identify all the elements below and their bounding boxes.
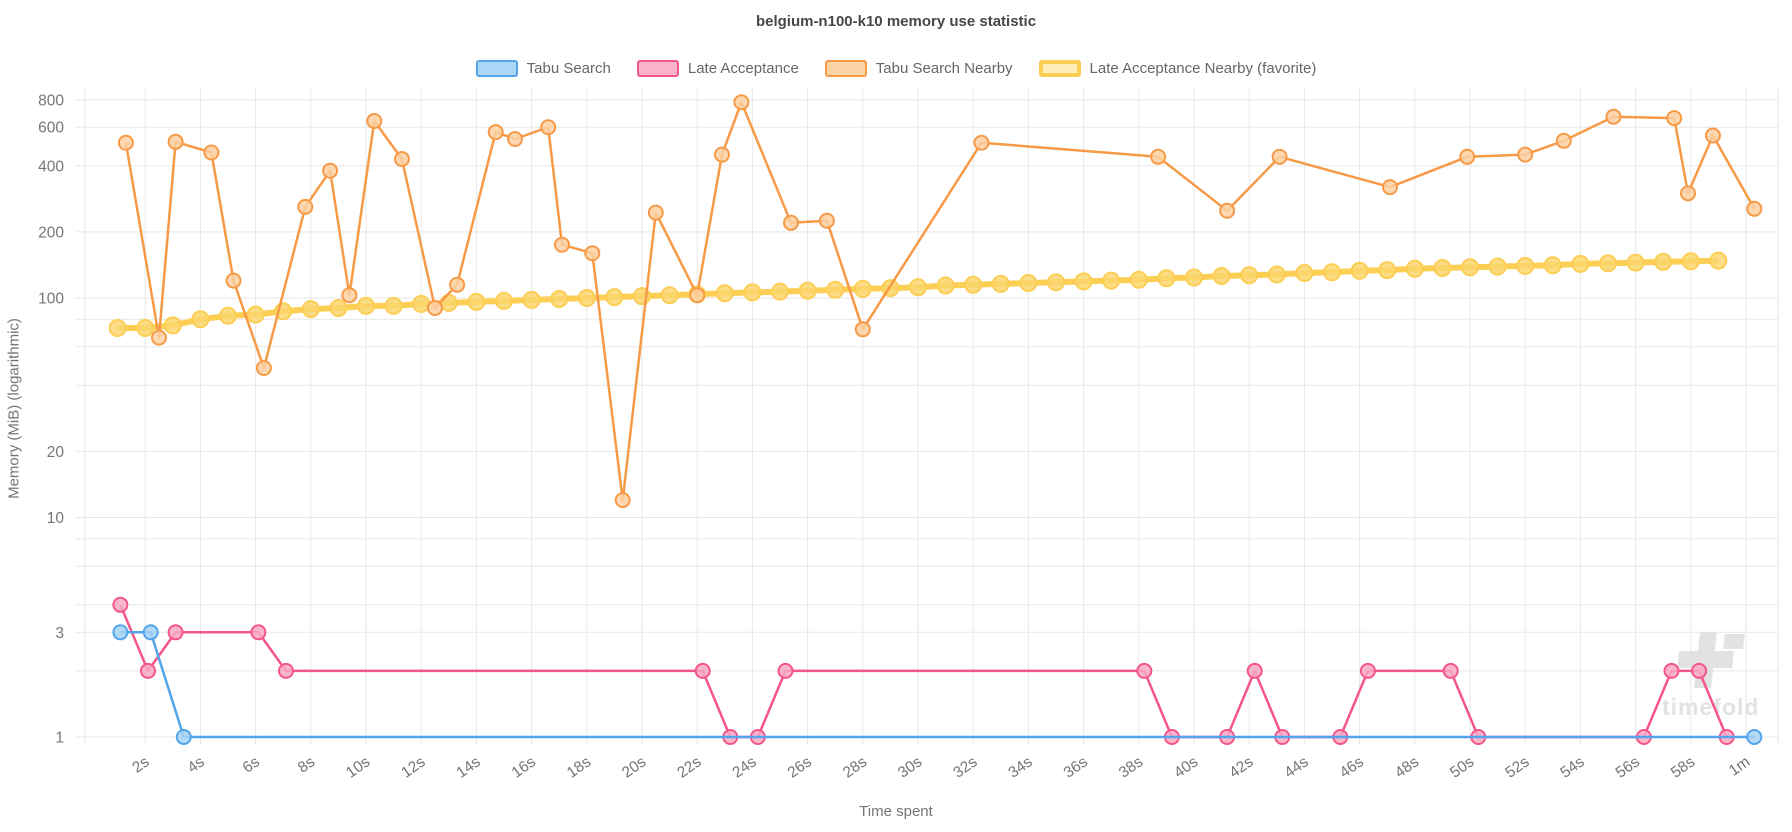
x-axis-title: Time spent	[859, 803, 933, 820]
svg-text:800: 800	[38, 92, 64, 109]
y-axis-title: Memory (MiB) (logarithmic)	[5, 318, 23, 499]
legend-swatch-tabu-search-nearby	[824, 59, 867, 77]
svg-text:34s: 34s	[1005, 753, 1035, 781]
legend-swatch-tabu-search	[475, 59, 518, 77]
svg-text:10s: 10s	[343, 753, 373, 781]
svg-text:20s: 20s	[619, 753, 649, 781]
svg-text:40s: 40s	[1171, 753, 1201, 781]
svg-text:1: 1	[55, 730, 64, 747]
y-tick-labels: 800 600 400 200 100 20 10 3 1	[38, 92, 64, 746]
svg-text:30s: 30s	[895, 753, 925, 781]
x-tick-labels: 2s 4s 6s 8s 10s 12s 14s 16s 18s 20s 22s 24s 26s 28s 30…	[129, 753, 1753, 781]
svg-text:36s: 36s	[1061, 753, 1091, 781]
svg-text:100: 100	[38, 291, 64, 308]
legend-swatch-late-acceptance-nearby	[1038, 59, 1081, 77]
svg-text:32s: 32s	[950, 753, 980, 781]
svg-text:22s: 22s	[674, 753, 704, 781]
legend-item-tabu-search[interactable]: Tabu Search	[475, 59, 611, 77]
svg-text:42s: 42s	[1226, 753, 1256, 781]
y-gridlines	[76, 99, 1778, 738]
svg-text:44s: 44s	[1281, 753, 1311, 781]
svg-text:2s: 2s	[129, 753, 152, 776]
svg-text:28s: 28s	[840, 753, 870, 781]
svg-text:1m: 1m	[1726, 753, 1753, 779]
svg-text:18s: 18s	[564, 753, 594, 781]
svg-text:12s: 12s	[398, 753, 428, 781]
svg-text:52s: 52s	[1502, 753, 1532, 781]
svg-text:46s: 46s	[1337, 753, 1367, 781]
svg-text:200: 200	[38, 224, 64, 241]
svg-text:58s: 58s	[1668, 753, 1698, 781]
legend-label: Late Acceptance Nearby (favorite)	[1089, 59, 1317, 77]
chart-legend: Tabu Search Late Acceptance Tabu Search …	[0, 54, 1792, 82]
svg-text:56s: 56s	[1613, 753, 1643, 781]
svg-text:24s: 24s	[729, 753, 759, 781]
series-tabu-search-nearby	[117, 94, 1763, 509]
svg-text:8s: 8s	[295, 753, 318, 776]
svg-text:20: 20	[47, 444, 65, 461]
plot-border	[84, 88, 1779, 744]
svg-text:14s: 14s	[453, 753, 483, 781]
svg-text:26s: 26s	[785, 753, 815, 781]
svg-text:3: 3	[55, 625, 64, 642]
svg-text:38s: 38s	[1116, 753, 1146, 781]
series-tabu-search	[112, 624, 1763, 745]
svg-text:10: 10	[47, 510, 65, 527]
legend-item-late-acceptance[interactable]: Late Acceptance	[636, 59, 799, 77]
legend-item-late-acceptance-nearby[interactable]: Late Acceptance Nearby (favorite)	[1038, 59, 1317, 77]
series-late-acceptance-nearby-favorite	[108, 251, 1728, 337]
legend-swatch-late-acceptance	[636, 59, 679, 77]
svg-text:600: 600	[38, 120, 64, 137]
svg-text:54s: 54s	[1557, 753, 1587, 781]
legend-label: Tabu Search	[526, 59, 611, 77]
legend-label: Late Acceptance	[687, 59, 799, 77]
svg-text:4s: 4s	[185, 753, 208, 776]
x-gridlines	[144, 88, 1747, 744]
chart-title: belgium-n100-k10 memory use statistic	[755, 13, 1037, 30]
svg-text:6s: 6s	[240, 753, 263, 776]
legend-item-tabu-search-nearby[interactable]: Tabu Search Nearby	[824, 59, 1013, 77]
svg-text:400: 400	[38, 158, 64, 175]
legend-label: Tabu Search Nearby	[875, 59, 1013, 77]
svg-text:16s: 16s	[509, 753, 539, 781]
svg-text:48s: 48s	[1392, 753, 1422, 781]
svg-text:50s: 50s	[1447, 753, 1477, 781]
